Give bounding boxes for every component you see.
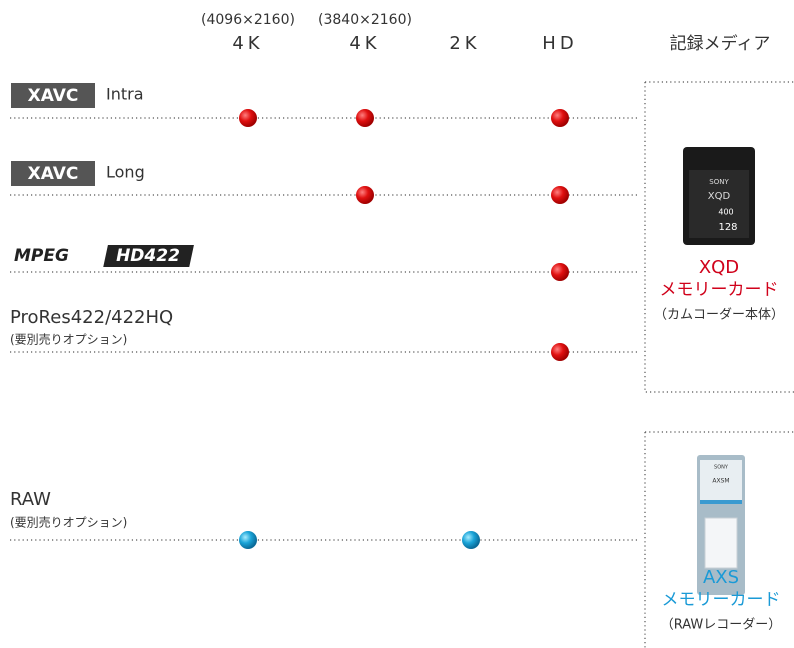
card-model: AXSM xyxy=(712,478,729,485)
card-brand: SONY xyxy=(709,178,729,186)
badge-text: XAVC xyxy=(28,86,79,106)
dot xyxy=(551,263,569,281)
row-label: RAW xyxy=(10,489,51,510)
media-name: XQD xyxy=(699,257,739,278)
card-speed: 400 xyxy=(718,208,733,217)
col-label: HD xyxy=(542,33,577,54)
col-sub: (4096×2160) xyxy=(201,12,295,28)
dot xyxy=(356,186,374,204)
dot xyxy=(462,531,480,549)
row-note: (要別売りオプション) xyxy=(10,515,127,530)
dot xyxy=(356,109,374,127)
badge xyxy=(11,161,95,186)
card-brand: SONY xyxy=(714,465,729,471)
dot xyxy=(551,109,569,127)
row-note: (要別売りオプション) xyxy=(10,332,127,347)
media-kind: メモリーカード xyxy=(660,280,779,300)
card-model: XQD xyxy=(708,191,731,202)
media-name: AXS xyxy=(703,567,739,588)
axs-grid xyxy=(704,517,738,569)
badge-text: XAVC xyxy=(28,164,79,184)
axs-stripe xyxy=(700,500,742,504)
dot xyxy=(239,109,257,127)
media-kind: メモリーカード xyxy=(662,590,781,610)
logo-right: HD422 xyxy=(116,246,180,266)
card-capacity: 128 xyxy=(718,222,737,233)
media-note: （カムコーダー本体） xyxy=(654,308,784,323)
media-header: 記録メディア xyxy=(670,33,771,54)
xqd-face xyxy=(689,170,749,238)
badge xyxy=(11,83,95,108)
col-label: 4K xyxy=(232,33,263,54)
row-label: Intra xyxy=(106,85,144,104)
col-label: 2K xyxy=(449,33,480,54)
row-label: ProRes422/422HQ xyxy=(10,307,173,328)
dot xyxy=(551,343,569,361)
col-sub: (3840×2160) xyxy=(318,12,412,28)
dot xyxy=(239,531,257,549)
logo-left: MPEG xyxy=(14,246,69,266)
axs-label xyxy=(700,460,742,500)
row-label: Long xyxy=(106,163,145,182)
logo-box xyxy=(103,245,194,267)
dot xyxy=(551,186,569,204)
media-note: （RAWレコーダー） xyxy=(661,618,782,633)
col-label: 4K xyxy=(349,33,380,54)
